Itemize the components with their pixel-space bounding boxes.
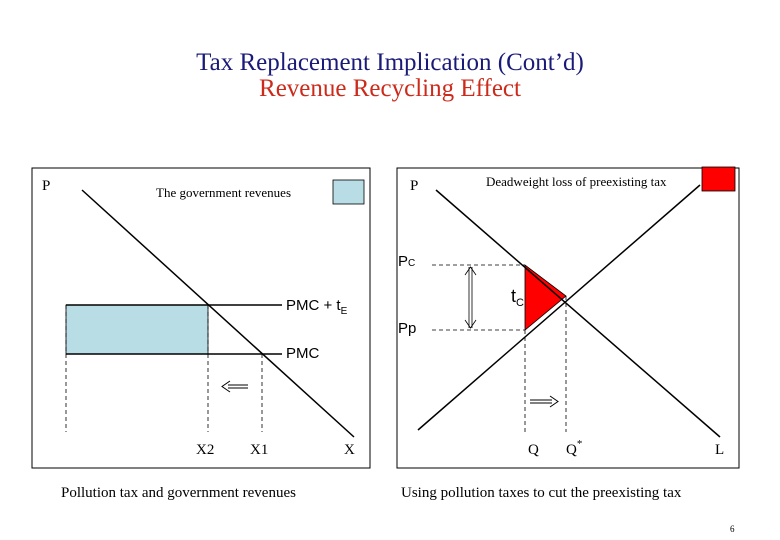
- l-axis-label: L: [715, 442, 724, 458]
- q-label: Q: [528, 442, 539, 458]
- left-panel-frame: [31, 167, 371, 469]
- revenue-legend-swatch: [332, 179, 365, 205]
- q-star-label: Q*: [566, 438, 582, 458]
- x1-label: X1: [250, 442, 268, 458]
- x2-label: X2: [196, 442, 214, 458]
- slide-title: Tax Replacement Implication (Cont’d): [196, 49, 584, 76]
- left-legend-label: The government revenues: [156, 185, 291, 200]
- deadweight-loss-triangle: [524, 264, 567, 331]
- right-panel-caption: Using pollution taxes to cut the preexis…: [401, 485, 682, 501]
- pmc-label: PMC: [286, 345, 320, 362]
- left-panel-caption: Pollution tax and government revenues: [61, 485, 296, 501]
- pmc-plus-tax-label: PMC + tE: [286, 297, 348, 317]
- deadweight-legend-swatch: [701, 166, 736, 192]
- left-demand-curve: [81, 189, 355, 438]
- left-y-axis-label: P: [42, 178, 50, 194]
- right-supply-curve: [417, 184, 701, 431]
- x-axis-label: X: [344, 442, 355, 458]
- shift-left-arrow: [221, 380, 248, 393]
- tax-label: tC: [511, 286, 524, 309]
- shift-right-arrow: [530, 395, 559, 408]
- government-revenue-area: [65, 304, 209, 355]
- right-legend-label: Deadweight loss of preexisting tax: [486, 174, 667, 189]
- slide-subtitle: Revenue Recycling Effect: [259, 75, 521, 102]
- right-panel-frame: [396, 167, 740, 469]
- consumer-price-label: PC: [398, 253, 415, 270]
- producer-price-label: Pp: [398, 320, 416, 337]
- right-demand-curve: [435, 189, 721, 438]
- page-number: 6: [730, 524, 735, 534]
- tax-wedge-arrow: [464, 266, 477, 329]
- right-y-axis-label: P: [410, 178, 418, 194]
